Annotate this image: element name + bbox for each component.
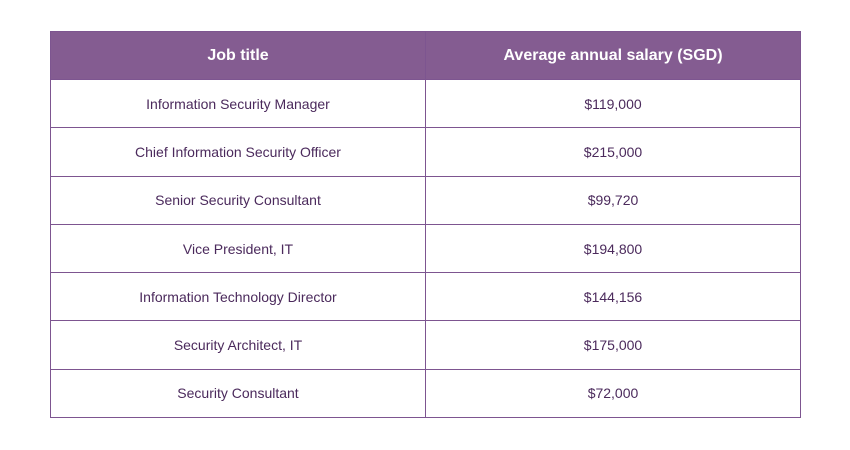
table-row: Information Technology Director $144,156 [50, 272, 801, 322]
salary-cell: $119,000 [425, 78, 801, 129]
table-row: Chief Information Security Officer $215,0… [50, 127, 801, 177]
header-job-title: Job title [50, 31, 426, 80]
salary-cell: $175,000 [425, 320, 801, 370]
job-title-cell: Vice President, IT [50, 223, 426, 274]
table-body: Information Security Manager $119,000 Chie… [50, 78, 801, 419]
table-row: Security Consultant $72,000 [50, 368, 801, 419]
job-title-cell: Security Consultant [50, 368, 426, 419]
salary-cell: $144,156 [425, 272, 801, 322]
job-title-cell: Security Architect, IT [50, 320, 426, 370]
salary-table: Job title Average annual salary (SGD) In… [50, 31, 801, 419]
salary-cell: $215,000 [425, 127, 801, 177]
salary-cell: $194,800 [425, 223, 801, 274]
table-row: Vice President, IT $194,800 [50, 223, 801, 274]
salary-cell: $99,720 [425, 175, 801, 225]
job-title-cell: Chief Information Security Officer [50, 127, 426, 177]
table-row: Security Architect, IT $175,000 [50, 320, 801, 370]
table-row: Information Security Manager $119,000 [50, 78, 801, 129]
salary-cell: $72,000 [425, 368, 801, 419]
job-title-cell: Senior Security Consultant [50, 175, 426, 225]
job-title-cell: Information Security Manager [50, 78, 426, 129]
header-salary: Average annual salary (SGD) [425, 31, 801, 80]
table-row: Senior Security Consultant $99,720 [50, 175, 801, 225]
job-title-cell: Information Technology Director [50, 272, 426, 322]
header-row: Job title Average annual salary (SGD) [50, 31, 801, 80]
